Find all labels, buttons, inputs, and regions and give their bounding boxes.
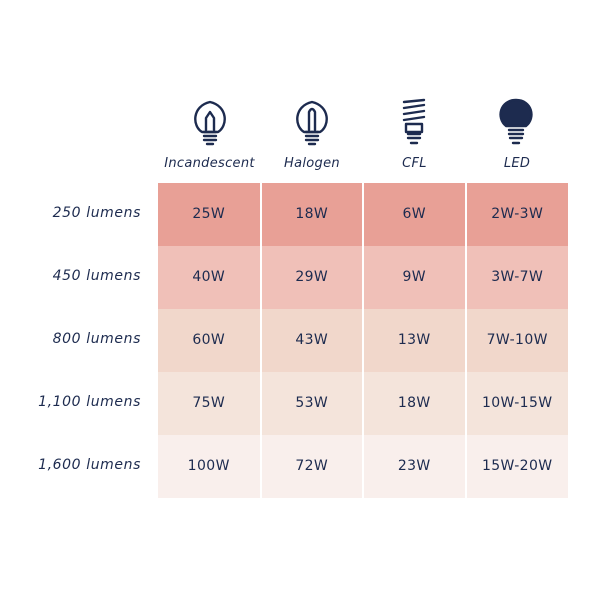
- led-icon: [499, 98, 533, 145]
- table-cell: 9W: [364, 246, 465, 309]
- table-cell: 15W-20W: [466, 435, 568, 498]
- table-cell: 43W: [261, 309, 362, 372]
- table-cell: 29W: [261, 246, 362, 309]
- column-header: Halogen: [284, 156, 340, 171]
- table-cell: 23W: [364, 435, 465, 498]
- table-cell: 53W: [261, 372, 362, 435]
- row-label: 1,100 lumens: [38, 394, 141, 410]
- table-cell: 18W: [261, 183, 362, 246]
- table-cell: 10W-15W: [466, 372, 568, 435]
- column-header: Incandescent: [164, 156, 255, 171]
- table-cell: 75W: [158, 372, 260, 435]
- halogen-icon: [296, 100, 328, 146]
- table-cell: 3W-7W: [466, 246, 568, 309]
- table-cell: 60W: [158, 309, 260, 372]
- row-label: 450 lumens: [52, 268, 141, 284]
- row-label: 800 lumens: [52, 331, 141, 347]
- table-cell: 72W: [261, 435, 362, 498]
- table-cell: 2W-3W: [466, 183, 568, 246]
- table-cell: 6W: [364, 183, 465, 246]
- table-cell: 18W: [364, 372, 465, 435]
- column-header: CFL: [402, 156, 427, 171]
- table-cell: 40W: [158, 246, 260, 309]
- row-label: 1,600 lumens: [38, 457, 141, 473]
- table-cell: 7W-10W: [466, 309, 568, 372]
- incandescent-icon: [194, 100, 226, 146]
- table-cell: 13W: [364, 309, 465, 372]
- table-cell: 25W: [158, 183, 260, 246]
- column-header: LED: [503, 156, 531, 171]
- table-cell: 100W: [158, 435, 260, 498]
- row-label: 250 lumens: [52, 205, 141, 221]
- cfl-icon: [402, 98, 426, 145]
